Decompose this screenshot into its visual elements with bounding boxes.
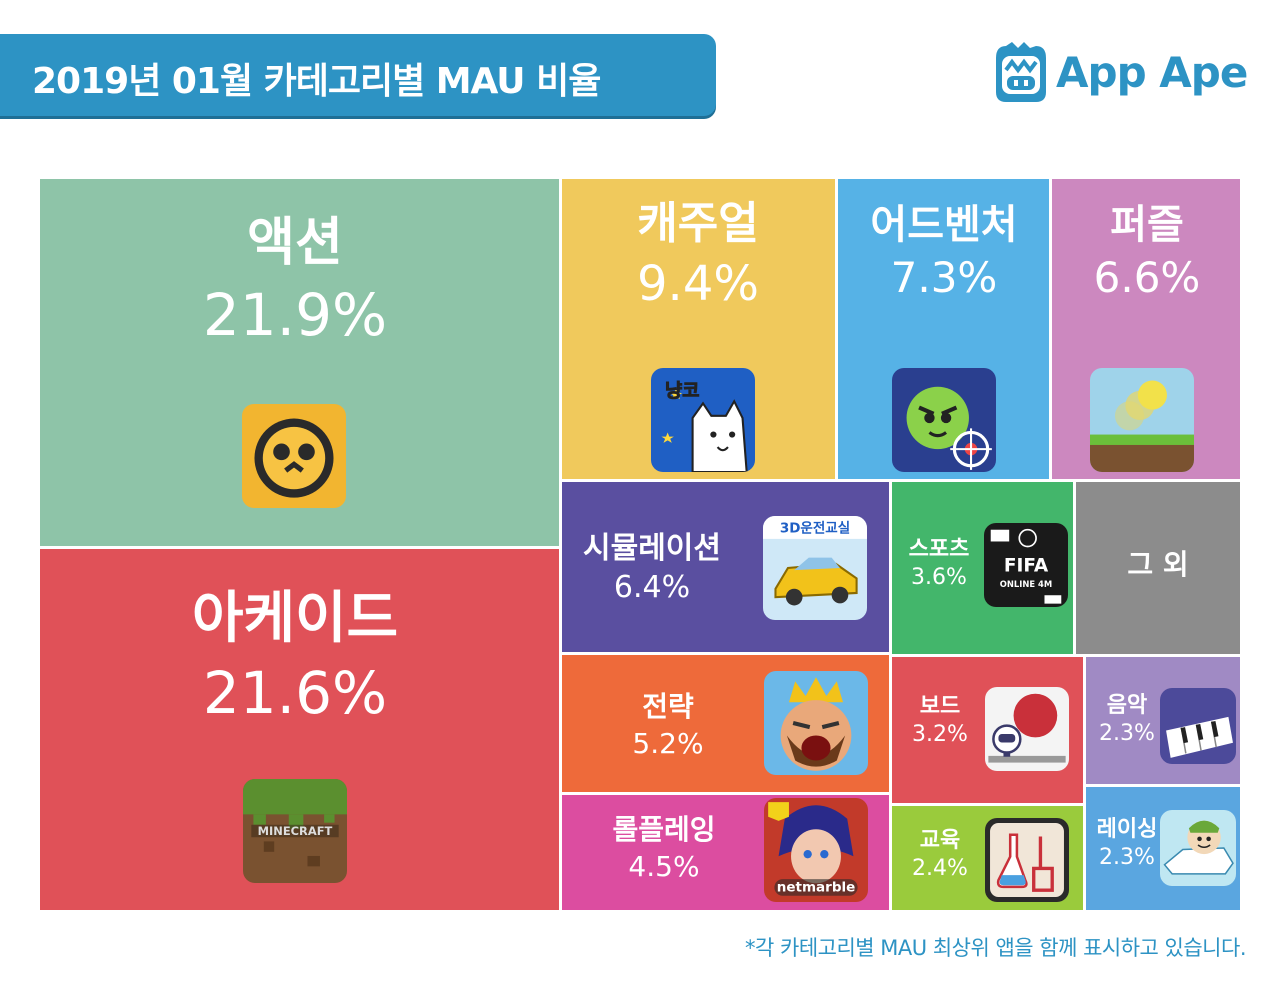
yellow-car-icon: 3D운전교실	[763, 516, 867, 620]
category-label: 롤플레잉	[612, 813, 716, 846]
brawl-stars-skull-icon	[242, 404, 346, 508]
minecraft-grass-block-icon: MINECRAFT	[243, 779, 347, 883]
netmarble-hero-icon: netmarble	[764, 798, 868, 902]
tile-label: 캐주얼 9.4%	[498, 198, 898, 313]
svg-text:MINECRAFT: MINECRAFT	[258, 824, 333, 838]
category-label: 액션	[247, 213, 343, 273]
svg-text:냥코: 냥코	[665, 381, 699, 402]
svg-text:3D운전교실: 3D운전교실	[780, 520, 850, 537]
brand-name: App Ape	[1056, 48, 1248, 97]
value-label: 7.3%	[890, 253, 998, 302]
page-title: 2019년 01월 카테고리별 MAU 비율	[32, 61, 601, 102]
tile-label: 그 외	[958, 548, 1280, 581]
tile-label: 시뮬레이션 6.4%	[452, 532, 852, 604]
treemap-tile	[1076, 482, 1240, 654]
category-label: 그 외	[1127, 548, 1189, 581]
clash-king-icon	[764, 671, 868, 775]
tile-label: 전략 5.2%	[468, 690, 868, 760]
value-label: 21.6%	[202, 658, 388, 727]
category-label: 스포츠	[908, 537, 970, 562]
tile-label: 아케이드 21.6%	[95, 588, 495, 725]
category-label: 시뮬레이션	[583, 531, 721, 566]
bouncing-ball-icon	[1090, 368, 1194, 472]
tile-label: 교육 2.4%	[740, 828, 1140, 882]
title-banner: 2019년 01월 카테고리별 MAU 비율	[0, 34, 716, 116]
category-label: 보드	[919, 694, 961, 719]
value-label: 3.6%	[911, 565, 967, 591]
category-label: 전략	[642, 690, 694, 723]
piano-keys-icon	[1160, 688, 1236, 764]
svg-text:FIFA: FIFA	[1004, 556, 1049, 577]
tile-label: 스포츠 3.6%	[739, 537, 1139, 591]
value-label: 5.2%	[632, 726, 704, 760]
tile-label: 퍼즐 6.6%	[947, 203, 1280, 301]
category-label: 레이싱	[1096, 817, 1158, 842]
tile-label: 보드 3.2%	[740, 694, 1140, 748]
green-monster-icon	[892, 368, 996, 472]
svg-text:ONLINE 4M: ONLINE 4M	[1000, 579, 1052, 589]
category-label: 교육	[919, 828, 961, 853]
value-label: 2.3%	[1099, 721, 1155, 747]
white-cat-icon: 냥코	[651, 368, 755, 472]
brand-logo: App Ape	[990, 40, 1260, 116]
tile-label: 액션 21.9%	[95, 213, 495, 350]
value-label: 2.3%	[1099, 845, 1155, 871]
category-label: 어드벤처	[870, 202, 1018, 248]
value-label: 6.6%	[1093, 253, 1201, 302]
fifa-online-icon: FIFA ONLINE 4M	[984, 523, 1068, 607]
kart-rider-icon	[1160, 810, 1236, 886]
value-label: 3.2%	[912, 722, 968, 748]
svg-text:netmarble: netmarble	[777, 880, 856, 896]
category-label: 음악	[1106, 693, 1148, 718]
value-label: 9.4%	[637, 256, 759, 313]
category-label: 퍼즐	[1110, 202, 1184, 248]
tile-label: 롤플레잉 4.5%	[464, 813, 864, 883]
footnote: *각 카테고리별 MAU 최상위 앱을 함께 표시하고 있습니다.	[745, 936, 1246, 960]
value-label: 21.9%	[202, 281, 388, 350]
tile-label: 레이싱 2.3%	[927, 817, 1280, 871]
ape-face-icon	[996, 42, 1046, 102]
value-label: 4.5%	[628, 849, 700, 883]
value-label: 2.4%	[912, 856, 968, 882]
category-label: 캐주얼	[637, 198, 759, 249]
value-label: 6.4%	[613, 570, 691, 605]
science-lab-icon	[985, 818, 1069, 902]
tile-label: 어드벤처 7.3%	[744, 203, 1144, 301]
category-label: 아케이드	[191, 586, 399, 651]
red-ball-robot-icon	[985, 687, 1069, 771]
tile-label: 음악 2.3%	[927, 693, 1280, 747]
